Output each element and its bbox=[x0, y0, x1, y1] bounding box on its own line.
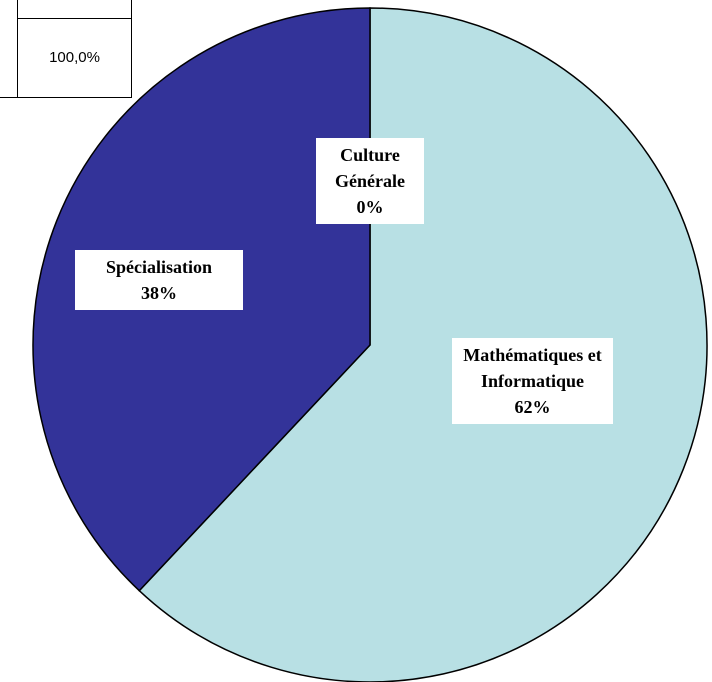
slice-percent: 62% bbox=[514, 397, 551, 417]
slice-label: Culture Générale 0% bbox=[316, 138, 424, 224]
slice-name: Mathématiques et Informatique bbox=[463, 345, 602, 391]
pie-slice bbox=[138, 7, 708, 682]
table-cell: 100,0% bbox=[49, 49, 100, 66]
table-lines bbox=[0, 0, 132, 98]
slice-percent: 0% bbox=[356, 197, 384, 217]
slice-label: Spécialisation 38% bbox=[75, 250, 243, 310]
slice-name: Culture Générale bbox=[335, 145, 405, 191]
slice-percent: 38% bbox=[141, 283, 177, 303]
slice-name: Spécialisation bbox=[105, 257, 212, 277]
slice-label: Mathématiques et Informatique 62% bbox=[452, 338, 613, 424]
